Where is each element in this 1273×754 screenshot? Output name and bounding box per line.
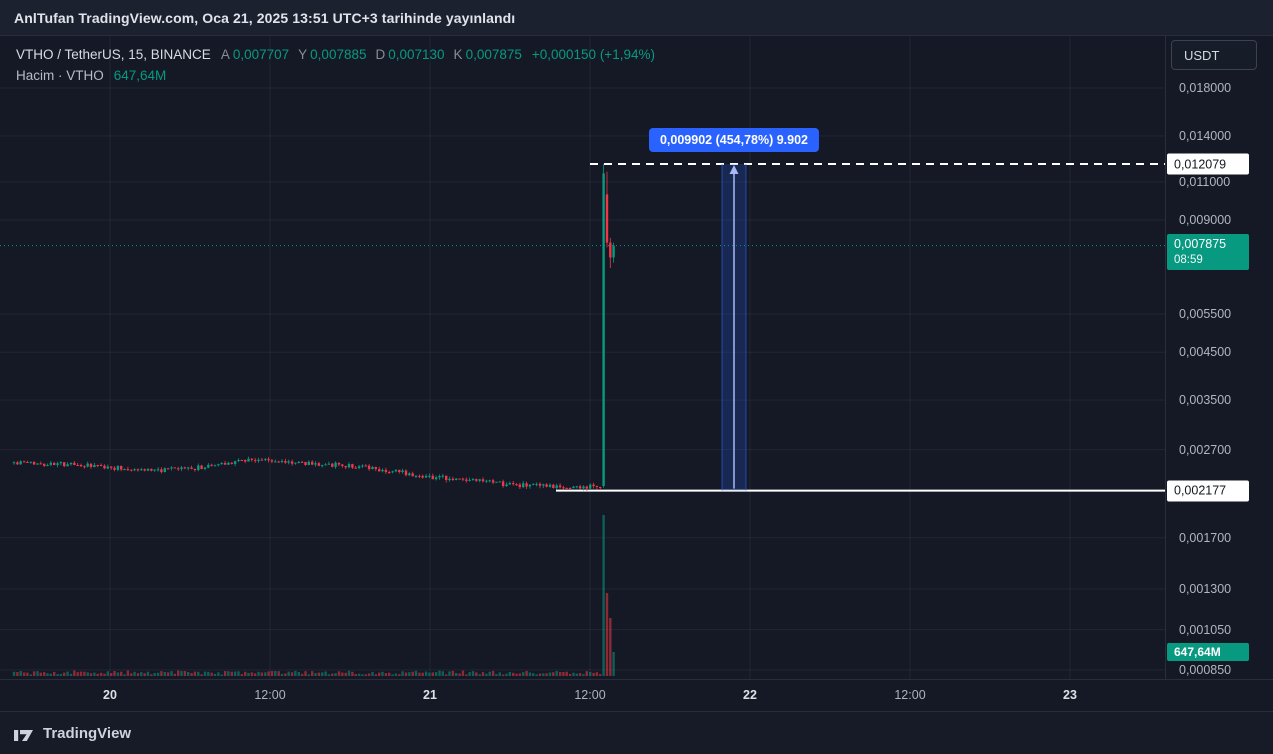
candles-series: [12, 164, 615, 491]
currency-toggle-button[interactable]: USDT: [1171, 40, 1257, 70]
price-scale[interactable]: 0,018000 0,014000 0,011000 0,009000 0,005500…: [1165, 36, 1273, 679]
volume-study-value: 647,64M: [113, 68, 167, 83]
price-axis-label: 0,004500: [1179, 345, 1232, 360]
candlestick-chart[interactable]: [0, 36, 1165, 679]
price-axis-label: 0,001300: [1179, 581, 1232, 596]
time-axis-label: 23: [1063, 688, 1077, 702]
time-axis-label: 12:00: [574, 688, 606, 702]
legend-symbol-row: VTHO / TetherUS, 15, BINANCE A 0,007707 Y 0…: [16, 44, 655, 65]
tradingview-brand[interactable]: TradingView: [43, 724, 132, 742]
measure-tooltip: 0,009902 (454,78%) 9.902: [648, 128, 820, 153]
footer: TradingView: [0, 711, 1273, 754]
ohlc-values: A 0,007707 Y 0,007885 D 0,007130 K 0,007875: [221, 47, 522, 62]
price-axis-label: 0,011000: [1179, 174, 1231, 189]
tradingview-logo-icon[interactable]: [13, 726, 34, 741]
last-price-label: 0,007875 08:59: [1167, 233, 1249, 270]
time-axis-label: 20: [103, 688, 117, 702]
ohlc-item: D 0,007130: [375, 47, 445, 62]
change-value: +0,000150 (+1,94%): [531, 47, 655, 62]
symbol-title[interactable]: VTHO / TetherUS, 15, BINANCE: [16, 47, 211, 62]
price-axis-label: 0,018000: [1179, 81, 1232, 95]
ohlc-item: K 0,007875: [453, 47, 522, 62]
time-axis-label: 22: [743, 688, 757, 702]
price-axis-label: 0,000850: [1179, 662, 1232, 677]
price-axis-label: 0,009000: [1179, 213, 1232, 228]
time-axis[interactable]: 20 12:00 21 12:00 22 12:00 23: [0, 679, 1273, 711]
volume-series: [12, 515, 615, 676]
publish-title: AnlTufan TradingView.com, Oca 21, 2025 1…: [14, 9, 516, 26]
price-axis-label: 0,001700: [1179, 530, 1232, 545]
price-axis-label: 0,002700: [1179, 442, 1232, 457]
price-range-tool[interactable]: [721, 164, 747, 491]
price-axis-label: 0,001050: [1179, 622, 1232, 637]
time-axis-label: 12:00: [894, 688, 926, 702]
volume-axis-label: 647,64M: [1167, 643, 1249, 661]
volume-study-label[interactable]: Hacim · VTHO: [16, 68, 104, 83]
grid: [0, 36, 1165, 679]
last-price-value: 0,007875: [1174, 236, 1227, 251]
price-axis-label: 0,005500: [1179, 306, 1232, 321]
legend: VTHO / TetherUS, 15, BINANCE A 0,007707 Y 0…: [16, 44, 655, 86]
legend-volume-row: Hacim · VTHO 647,64M: [16, 65, 655, 86]
ohlc-item: A 0,007707: [220, 47, 290, 62]
time-axis-label: 21: [423, 688, 437, 702]
publish-header: AnlTufan TradingView.com, Oca 21, 2025 1…: [0, 0, 1273, 36]
price-line-label: 0,012079: [1167, 153, 1249, 175]
chart-area[interactable]: VTHO / TetherUS, 15, BINANCE A 0,007707 Y 0…: [0, 36, 1165, 679]
price-axis-label: 0,003500: [1179, 393, 1232, 408]
bar-countdown: 08:59: [1174, 253, 1203, 266]
price-line-label: 0,002177: [1167, 480, 1249, 502]
ohlc-item: Y 0,007885: [298, 47, 367, 62]
arrow-up-icon: [729, 165, 739, 174]
chart-main: VTHO / TetherUS, 15, BINANCE A 0,007707 Y 0…: [0, 36, 1273, 679]
time-axis-label: 12:00: [254, 688, 286, 702]
price-axis-label: 0,014000: [1179, 128, 1232, 143]
